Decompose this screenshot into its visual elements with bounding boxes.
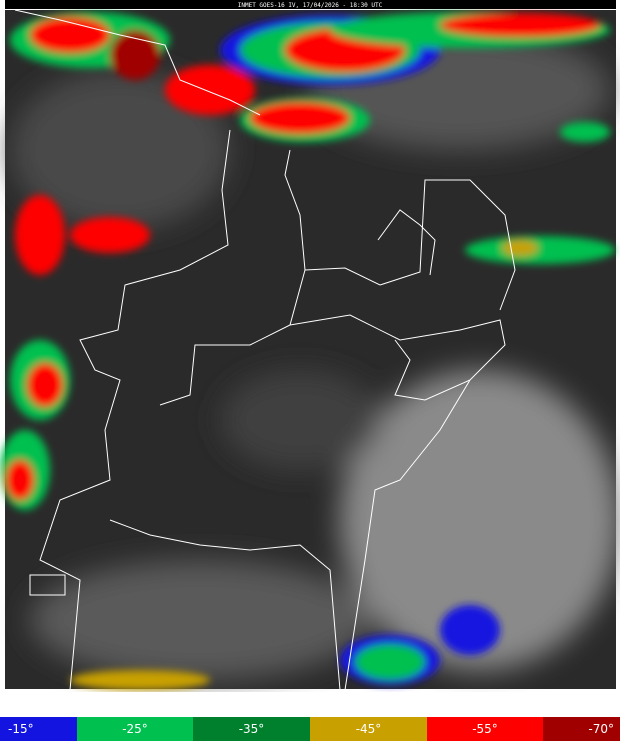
- legend-swatch: -55°: [427, 717, 543, 741]
- legend-swatch: -70°: [543, 717, 620, 741]
- legend-label: -15°: [8, 722, 34, 736]
- legend-label: -25°: [122, 722, 148, 736]
- legend-swatch: -35°: [193, 717, 310, 741]
- legend-label: -35°: [238, 722, 265, 736]
- satellite-image: INMET GOES-16 IV, 17/04/2026 - 18:30 UTC: [0, 0, 620, 691]
- legend-swatch: -15°: [0, 717, 77, 741]
- header-title: INMET GOES-16 IV, 17/04/2026 - 18:30 UTC: [238, 2, 383, 9]
- legend-label: -55°: [472, 722, 498, 736]
- legend-swatch: -45°: [310, 717, 427, 741]
- cold-cloud-tops: [0, 12, 615, 690]
- legend-label: -70°: [588, 722, 614, 736]
- state-boundaries: [14, 9, 516, 691]
- header-bar: [5, 0, 616, 9]
- satellite-frame: INMET GOES-16 IV, 17/04/2026 - 18:30 UTC: [0, 0, 620, 692]
- legend-label: -45°: [355, 722, 382, 736]
- color-legend: -15° -25° -35° -45° -55° -70°: [0, 717, 620, 741]
- legend-swatch: -25°: [77, 717, 193, 741]
